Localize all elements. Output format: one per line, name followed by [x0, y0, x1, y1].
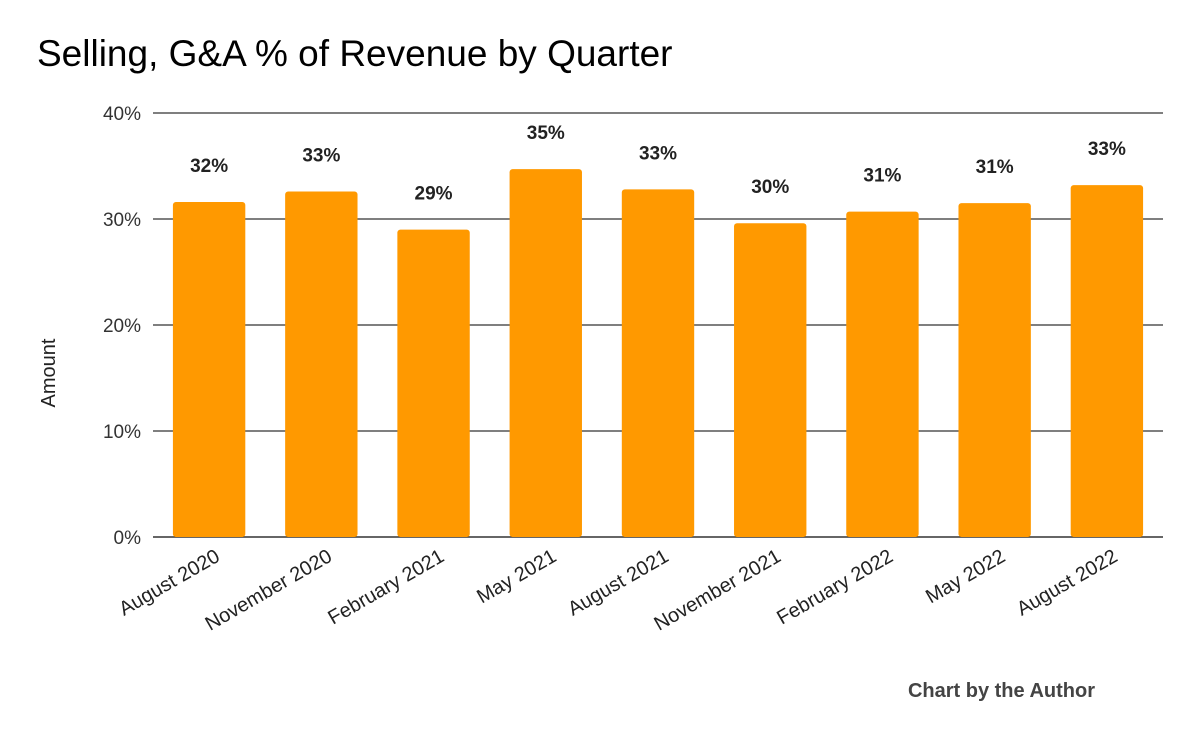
y-tick-label: 30%	[103, 210, 141, 231]
data-label: 30%	[751, 177, 789, 198]
x-tick-label: May 2022	[922, 545, 1009, 608]
data-label: 29%	[415, 184, 453, 205]
x-tick-label: August 2020	[115, 545, 223, 620]
data-labels: 32% 33% 29% 35% 33% 30% 31% 31% 33%	[190, 123, 1126, 204]
y-tick-label: 0%	[114, 528, 142, 549]
chart-title: Selling, G&A % of Revenue by Quarter	[37, 33, 673, 74]
y-tick-label: 40%	[103, 104, 141, 125]
x-tick-label: November 2021	[650, 545, 784, 635]
bar	[397, 229, 470, 537]
y-axis-ticks: 0% 10% 20% 30% 40%	[103, 104, 141, 549]
x-tick-label: November 2020	[202, 545, 336, 635]
bar	[285, 191, 358, 537]
x-tick-label: August 2021	[564, 545, 672, 620]
bars	[172, 169, 1144, 538]
data-label: 33%	[1088, 139, 1126, 160]
data-label: 31%	[863, 166, 901, 187]
data-label: 33%	[302, 145, 340, 166]
data-label: 35%	[527, 123, 565, 144]
data-label: 32%	[190, 156, 228, 177]
y-tick-label: 10%	[103, 422, 141, 443]
bar	[734, 223, 807, 538]
bar	[958, 203, 1031, 537]
chart-credit: Chart by the Author	[907, 680, 1095, 702]
bar	[846, 211, 919, 537]
y-axis-title: Amount	[38, 338, 60, 407]
x-tick-label: February 2022	[773, 545, 897, 629]
bar	[621, 189, 695, 537]
x-tick-label: May 2021	[473, 545, 560, 608]
data-label: 31%	[976, 157, 1014, 178]
bar	[509, 169, 582, 537]
bar	[172, 202, 246, 538]
x-tick-label: August 2022	[1013, 545, 1121, 620]
x-tick-label: February 2021	[324, 545, 448, 629]
bar	[1070, 185, 1144, 537]
data-label: 33%	[639, 143, 677, 164]
y-tick-label: 20%	[103, 316, 141, 337]
